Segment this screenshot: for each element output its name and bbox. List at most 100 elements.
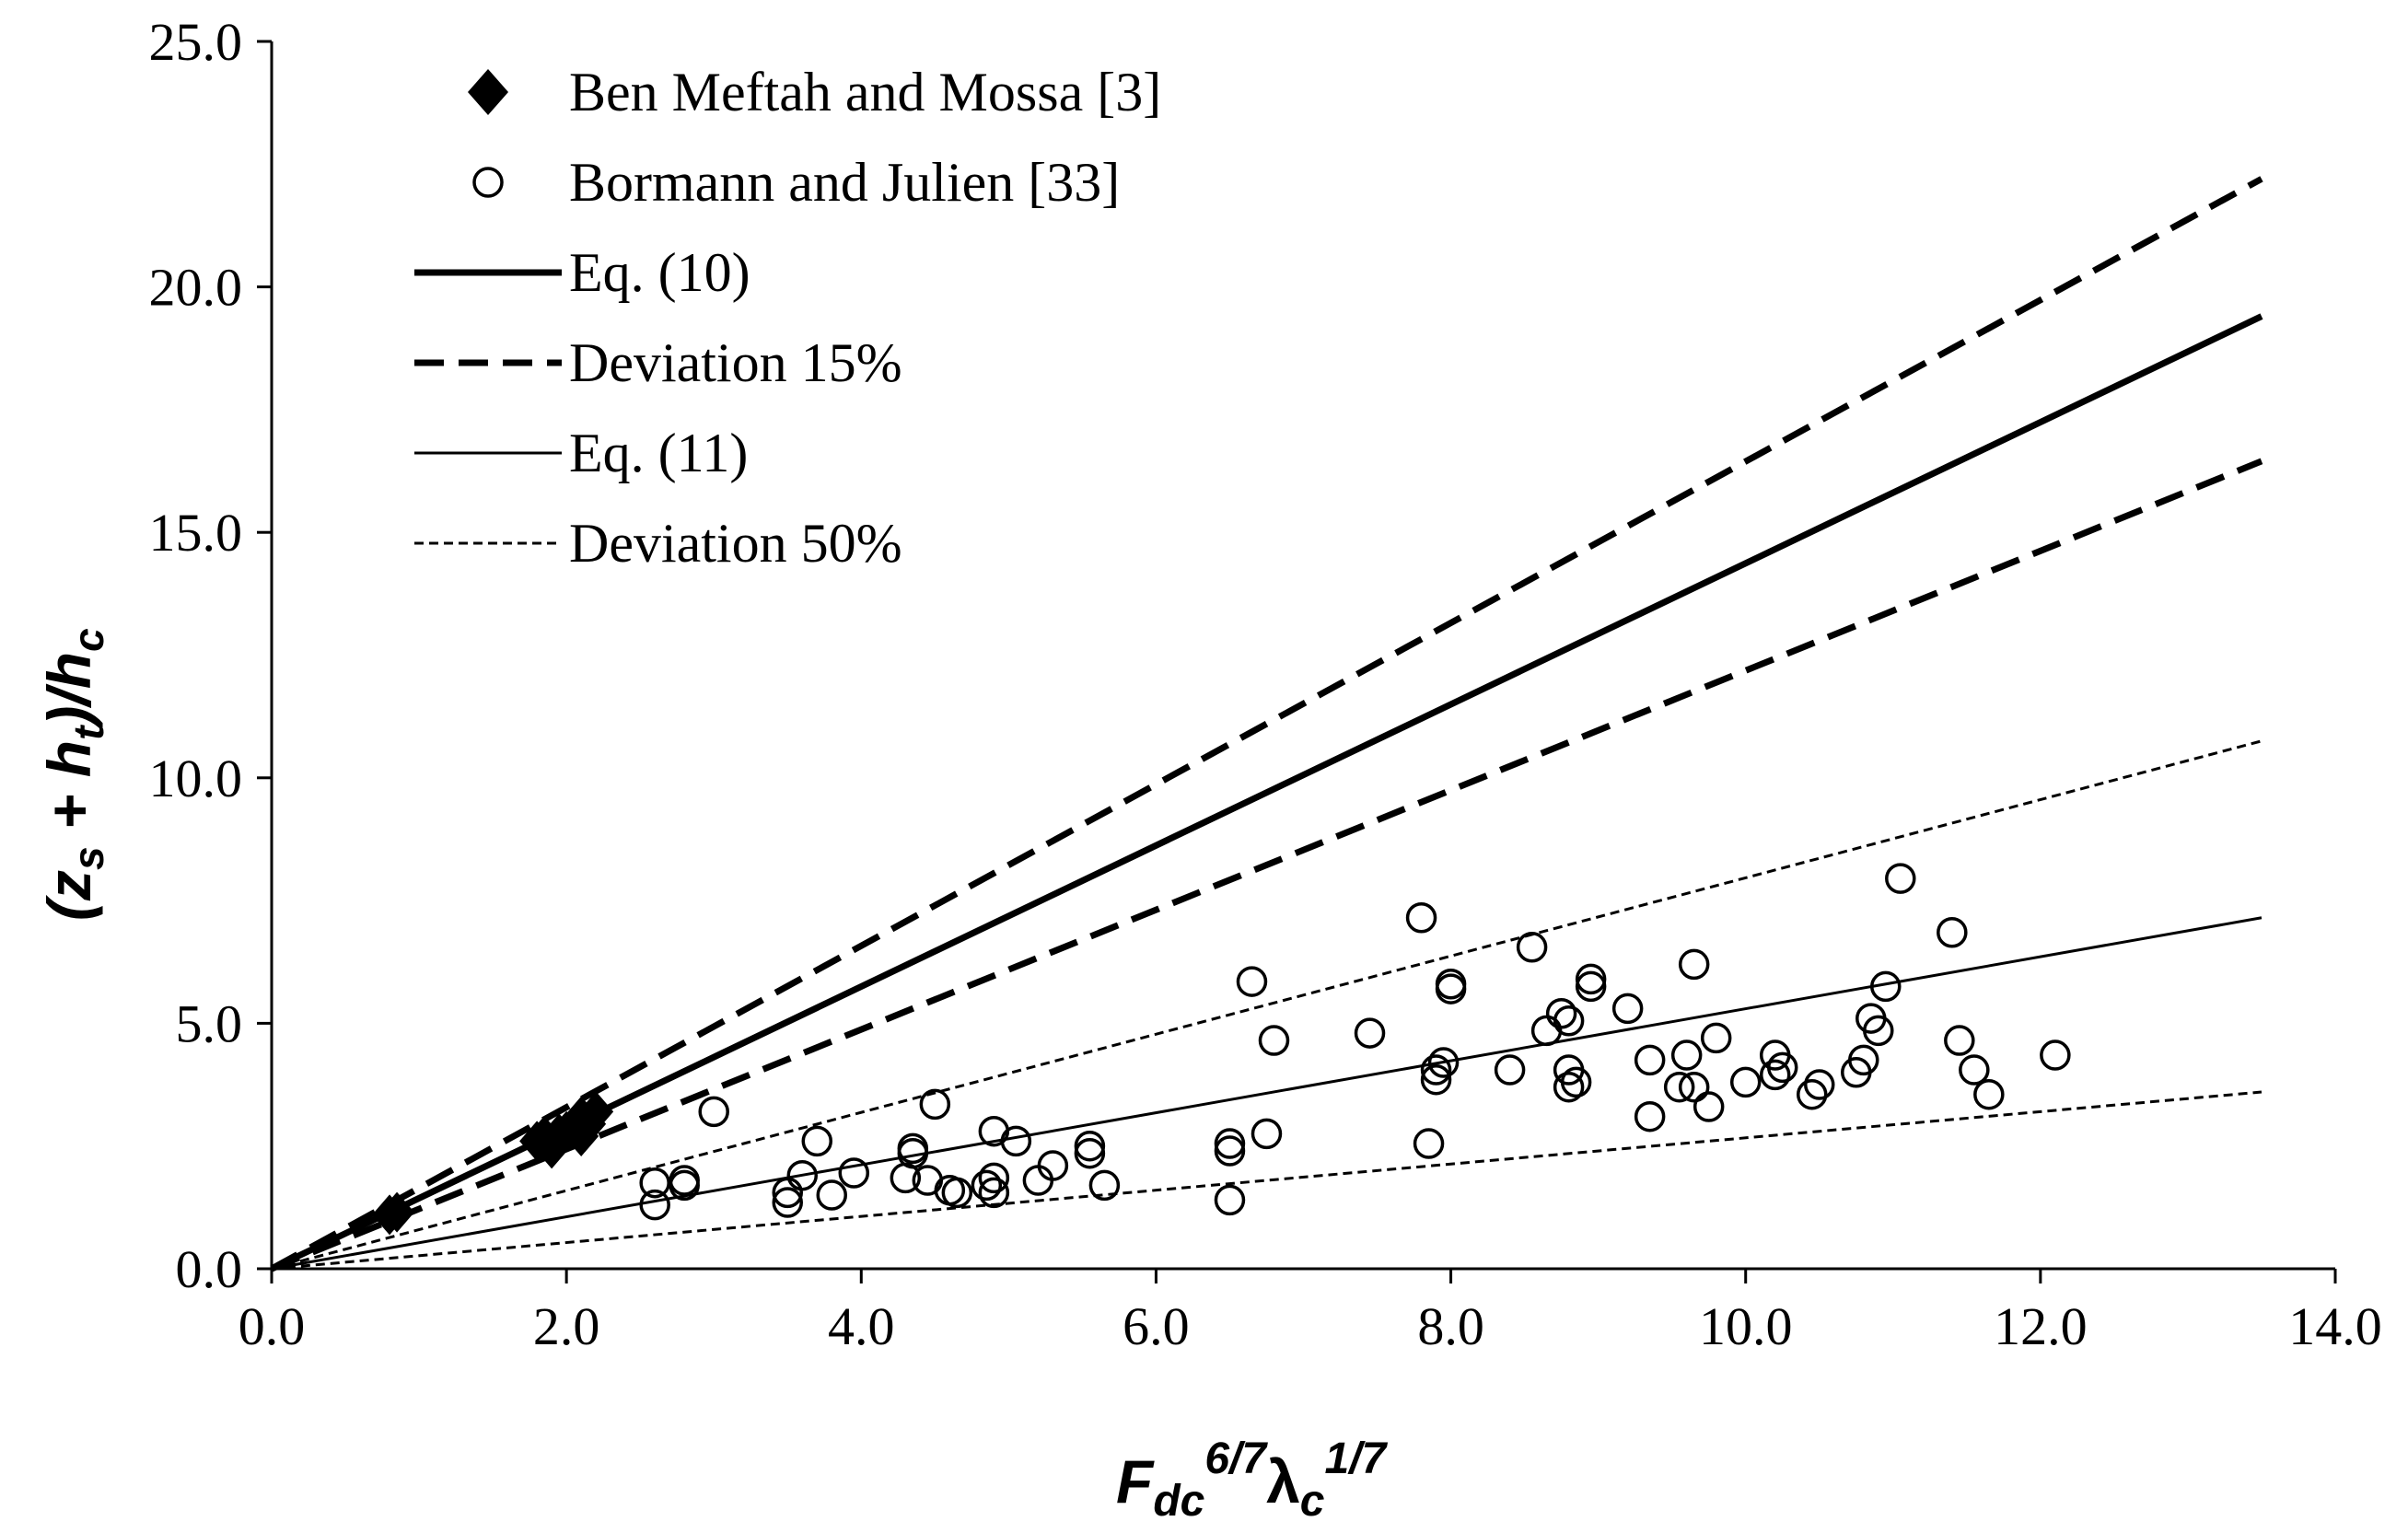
legend-label-ben-meftah: Ben Meftah and Mossa [3] [569, 62, 1161, 122]
y-tick-label: 0.0 [176, 1239, 243, 1299]
y-tick-label: 10.0 [149, 749, 243, 808]
y-title-h-sub: t [64, 725, 112, 740]
bormann-point [1251, 1118, 1283, 1150]
y-title-plus: + h [35, 740, 103, 847]
bormann-point [1944, 1025, 1975, 1056]
bormann-point [1766, 1051, 1798, 1084]
bormann-point [1575, 970, 1607, 1003]
y-title-z-sub: s [64, 846, 112, 870]
circle-marker-icon [472, 167, 504, 198]
bormann-point [1663, 1071, 1695, 1103]
bormann-point [1354, 1017, 1386, 1049]
bormann-point [941, 1177, 973, 1209]
legend-label-deviation-15: Deviation 15% [569, 332, 902, 393]
legend-label-bormann: Bormann and Julien [33] [569, 152, 1120, 213]
bormann-point [1022, 1165, 1054, 1196]
bormann-point [1000, 1125, 1032, 1157]
x-title-greek-sub: c [1300, 1477, 1325, 1526]
y-axis-title: (zs + ht)/hc [35, 628, 112, 921]
bormann-point [1959, 1054, 1990, 1086]
bormann-point [1088, 1169, 1121, 1202]
bormann-point [1420, 1054, 1452, 1086]
bormann-point [1553, 1005, 1585, 1037]
bormann-point [1258, 1025, 1290, 1056]
y-tick-label: 15.0 [149, 503, 243, 563]
bormann-point [1427, 1047, 1460, 1078]
bormann-point [919, 1088, 951, 1121]
bormann-point [1804, 1069, 1835, 1100]
bormann-point [1074, 1130, 1106, 1162]
bormann-point [1214, 1184, 1246, 1216]
x-title-base-sub: dc [1153, 1477, 1204, 1526]
legend: Ben Meftah and Mossa [3] Bormann and Jul… [414, 62, 1161, 574]
bormann-point [1553, 1071, 1585, 1103]
bormann-point [1405, 902, 1437, 934]
bormann-point [1435, 968, 1467, 1000]
x-tick-label: 14.0 [2288, 1296, 2382, 1356]
series-line-deviation-15 [270, 458, 2263, 1272]
ben-meftah-point [379, 1191, 415, 1233]
y-title-hc-sub: c [64, 628, 112, 652]
bormann-point [816, 1179, 848, 1211]
y-title-open: (z [35, 870, 103, 921]
x-tick-label: 12.0 [1994, 1296, 2088, 1356]
bormann-point [1214, 1128, 1246, 1159]
bormann-point [1863, 1015, 1894, 1047]
bormann-point [1634, 1044, 1666, 1076]
x-title-base: F [1116, 1447, 1155, 1516]
x-tick-label: 8.0 [1417, 1296, 1484, 1356]
bormann-point [1700, 1022, 1732, 1054]
axis-ticks: 0.0 2.0 4.0 6.0 8.0 10.0 12.0 14.0 0.0 5.0 10.0 15.… [149, 12, 2382, 1356]
data-points [372, 863, 2071, 1236]
x-tick-label: 4.0 [828, 1296, 895, 1356]
x-title-greek-sup: 1/7 [1325, 1434, 1389, 1483]
bormann-point [1937, 917, 1968, 948]
bormann-point [772, 1187, 803, 1218]
legend-label-deviation-50: Deviation 50% [569, 513, 902, 574]
bormann-point [897, 1132, 929, 1165]
y-tick-label: 20.0 [149, 258, 243, 318]
legend-item-eq10: Eq. (10) [414, 242, 750, 303]
series-line-deviation-50 [271, 739, 2263, 1271]
bormann-point [698, 1096, 729, 1128]
legend-item-deviation-50: Deviation 50% [414, 513, 902, 574]
bormann-point [971, 1169, 1003, 1202]
y-tick-label: 5.0 [176, 993, 243, 1053]
legend-item-ben-meftah: Ben Meftah and Mossa [3] [468, 62, 1161, 122]
bormann-point [978, 1162, 1010, 1194]
bormann-point [1870, 970, 1902, 1003]
bormann-point [1236, 966, 1268, 997]
legend-label-eq10: Eq. (10) [569, 242, 750, 303]
bormann-point [1693, 1091, 1725, 1122]
series-line-eq-11 [271, 916, 2263, 1271]
bormann-point [1420, 1063, 1452, 1096]
diamond-marker-icon [468, 69, 508, 115]
legend-item-eq11: Eq. (11) [414, 423, 748, 483]
bormann-point [1678, 948, 1710, 981]
bormann-point [1885, 863, 1916, 894]
bormann-point [2040, 1039, 2071, 1071]
bormann-point [1575, 963, 1607, 995]
ben-meftah-point [578, 1091, 614, 1132]
legend-item-deviation-15: Deviation 15% [414, 332, 902, 393]
bormann-point [1214, 1135, 1246, 1167]
bormann-point [838, 1157, 870, 1189]
legend-label-eq11: Eq. (11) [569, 423, 748, 483]
bormann-point [1796, 1078, 1828, 1110]
x-tick-label: 10.0 [1699, 1296, 1793, 1356]
bormann-point [669, 1165, 700, 1196]
bormann-point [1670, 1039, 1703, 1071]
bormann-point [1516, 932, 1548, 963]
x-tick-label: 2.0 [533, 1296, 600, 1356]
y-title-close: )/h [35, 652, 103, 732]
legend-item-bormann: Bormann and Julien [33] [472, 152, 1120, 213]
bormann-point [1037, 1150, 1069, 1181]
x-axis-title: Fdc6/7λc1/7 [1116, 1434, 1389, 1526]
series-line-deviation-50 [271, 1090, 2263, 1271]
series-line-deviation-15 [270, 176, 2263, 1272]
y-tick-label: 25.0 [149, 12, 243, 72]
ben-meftah-point [564, 1116, 599, 1157]
bormann-point [1678, 1071, 1710, 1103]
x-title-base-sup: 6/7 [1204, 1434, 1268, 1483]
